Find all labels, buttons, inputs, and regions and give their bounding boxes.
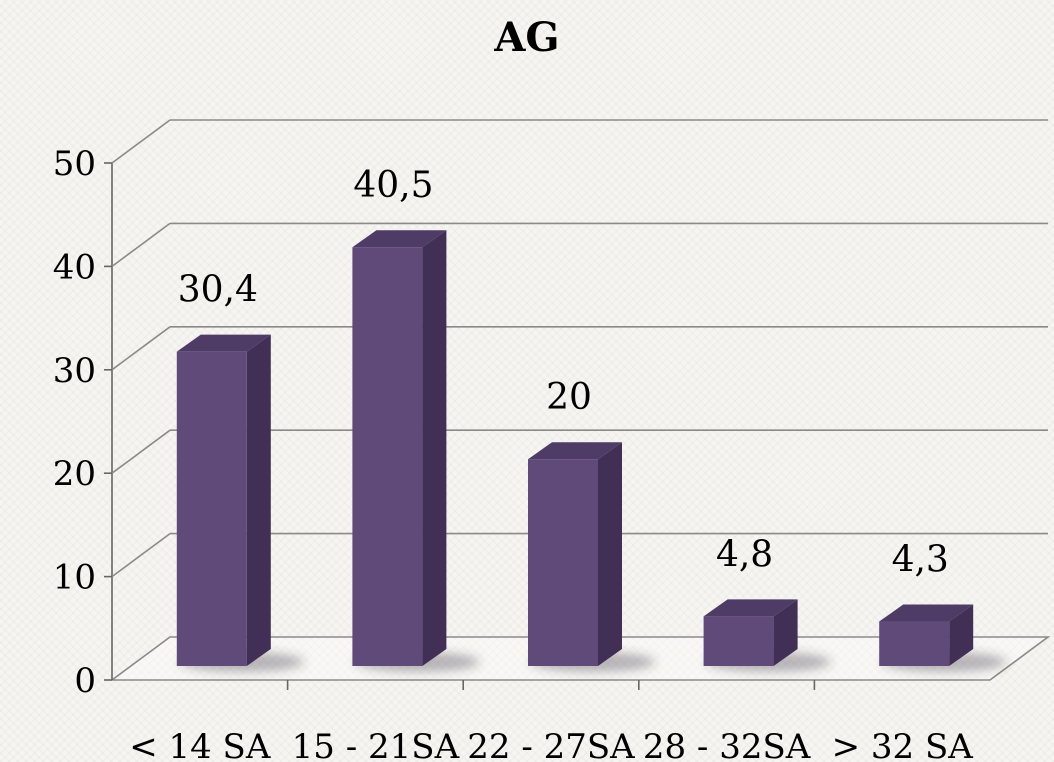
gridline-side bbox=[111, 326, 171, 371]
y-tick-label: 0 bbox=[74, 661, 96, 701]
y-tick-label: 20 bbox=[53, 454, 96, 494]
gridline-side bbox=[111, 429, 171, 474]
bar: 40,5 bbox=[352, 165, 480, 672]
x-tick-label: 28 - 32SA bbox=[643, 727, 811, 762]
data-label: 20 bbox=[546, 377, 592, 418]
bar-top bbox=[879, 604, 974, 622]
data-label: 30,4 bbox=[178, 270, 258, 311]
y-tick-label: 40 bbox=[53, 247, 96, 287]
data-label: 4,8 bbox=[716, 534, 773, 575]
bar-front bbox=[703, 616, 774, 666]
gridline-side bbox=[111, 119, 171, 164]
bar: 30,4 bbox=[176, 270, 304, 672]
bar: 4,3 bbox=[879, 540, 1007, 672]
bar-front bbox=[352, 247, 423, 667]
x-tick-label: > 32 SA bbox=[832, 727, 974, 762]
bar-front bbox=[879, 621, 950, 666]
data-label: 4,3 bbox=[892, 540, 949, 581]
bar-side bbox=[773, 599, 798, 666]
bar-front bbox=[528, 459, 598, 666]
y-tick-label: 10 bbox=[53, 558, 96, 598]
bar-side bbox=[422, 230, 447, 667]
bar: 4,8 bbox=[703, 534, 831, 672]
bar-side bbox=[949, 604, 974, 666]
x-tick-label: 15 - 21SA bbox=[292, 727, 460, 762]
bar: 20 bbox=[528, 377, 655, 672]
x-tick-label: 22 - 27SA bbox=[467, 727, 635, 762]
gridline-side bbox=[111, 532, 171, 578]
bar-top bbox=[703, 599, 798, 617]
data-label: 40,5 bbox=[353, 165, 433, 206]
x-tick-label: < 14 SA bbox=[129, 727, 271, 762]
bar-top bbox=[176, 334, 271, 352]
y-tick-label: 50 bbox=[53, 144, 96, 184]
bar-top bbox=[528, 442, 622, 460]
bar-side bbox=[246, 334, 271, 666]
bar-side bbox=[598, 442, 622, 666]
chart-title: AG bbox=[494, 14, 560, 61]
bar-top bbox=[352, 230, 447, 248]
bar-front bbox=[176, 351, 247, 666]
y-tick-label: 30 bbox=[53, 351, 96, 391]
gridline-side bbox=[111, 222, 171, 268]
